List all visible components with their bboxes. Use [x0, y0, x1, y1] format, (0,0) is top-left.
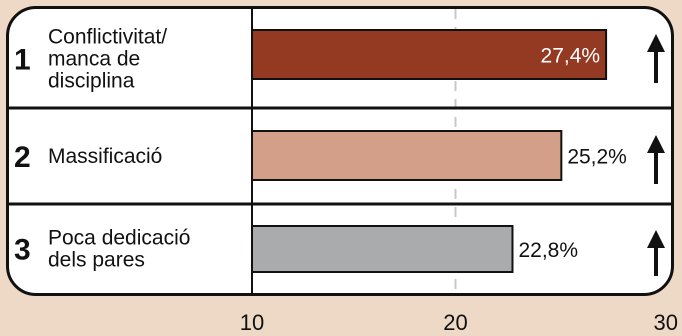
value-label: 25,2%: [567, 146, 627, 169]
bar: [251, 225, 514, 273]
bar: [251, 29, 608, 80]
up-arrow-icon: [647, 230, 665, 276]
value-label: 22,8%: [518, 239, 578, 262]
x-tick-label: 20: [443, 310, 467, 335]
category-label: disciplina: [48, 70, 135, 93]
x-axis-tick-labels: 10 20 30: [240, 310, 678, 335]
x-tick-label: 10: [240, 310, 264, 335]
category-label: Poca dedicació: [48, 227, 190, 250]
value-label: 27,4%: [541, 45, 601, 68]
category-label: manca de: [48, 48, 140, 71]
category-rank: 2: [14, 141, 31, 174]
category-label: Massificació: [48, 145, 162, 168]
category-label: Conflictivitat/: [48, 26, 167, 49]
bar: [251, 130, 563, 181]
up-arrow-icon: [647, 34, 665, 83]
category-rank: 3: [14, 234, 31, 267]
up-arrow-icon: [647, 135, 665, 184]
chart-panel: 1 Conflictivitat/manca de disciplina 27,4% 2…: [6, 6, 674, 296]
x-tick-label: 30: [654, 310, 678, 335]
category-label: dels pares: [48, 249, 145, 272]
category-rank: 1: [14, 44, 31, 77]
